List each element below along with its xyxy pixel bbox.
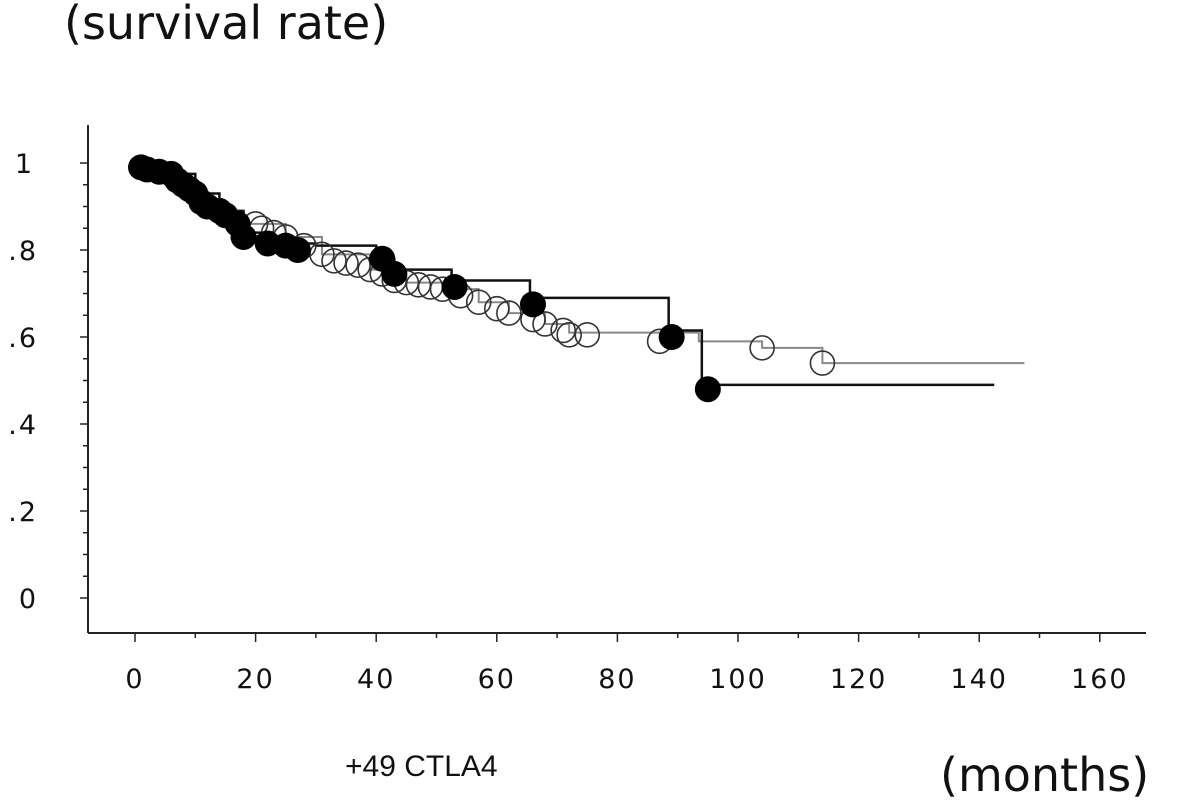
censor-marker-open: [483, 295, 510, 322]
x-tick-label: 120: [830, 664, 888, 695]
y-tick-label: 0: [19, 584, 38, 615]
x-tick-label: 0: [125, 664, 144, 695]
censor-marker-open: [345, 252, 371, 279]
censor-marker-open: [532, 311, 558, 337]
censor-marker-open: [556, 322, 582, 348]
censor-marker-filled: [230, 223, 257, 250]
x-tick-label: 100: [709, 664, 767, 695]
y-tick-label: .6: [8, 323, 38, 354]
censor-marker-filled: [519, 291, 546, 318]
x-tick-label: 20: [236, 664, 274, 695]
y-tick-label: 1: [15, 149, 34, 180]
x-axis-label: (months): [940, 748, 1150, 802]
censor-marker-filled: [694, 376, 721, 403]
y-tick-label: .8: [8, 236, 38, 267]
x-tick-label: 140: [950, 664, 1008, 695]
x-tick-label: 40: [357, 664, 395, 695]
x-tick-label: 160: [1071, 664, 1129, 695]
y-tick-label: .2: [8, 497, 38, 528]
censor-marker-filled: [441, 273, 468, 300]
censor-marker-filled: [284, 237, 311, 263]
y-axis-label: (survival rate): [64, 0, 389, 50]
censor-marker-open: [574, 322, 601, 348]
censor-marker-open: [809, 350, 836, 376]
censor-marker-open: [465, 289, 492, 316]
censor-marker-open: [496, 300, 522, 326]
censor-marker-open: [333, 250, 359, 276]
censor-marker-filled: [381, 260, 408, 287]
censor-marker-filled: [658, 324, 685, 350]
censor-marker-open: [550, 317, 576, 344]
x-tick-label: 80: [598, 664, 636, 695]
annotation: +49 CTLA4: [345, 750, 498, 783]
censor-marker-open: [405, 271, 432, 298]
survival-curve-filled: [135, 161, 995, 387]
x-tick-label: 60: [478, 664, 516, 695]
y-tick-label: .4: [8, 410, 38, 441]
censor-marker-open: [749, 335, 775, 361]
censor-marker-open: [321, 248, 347, 274]
